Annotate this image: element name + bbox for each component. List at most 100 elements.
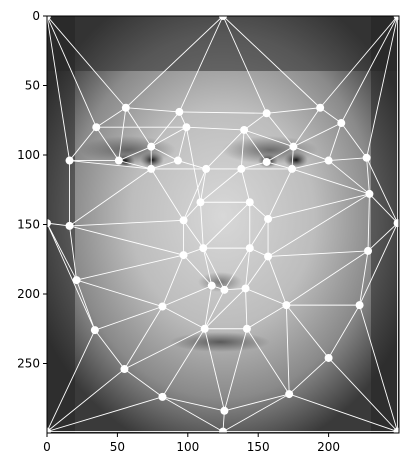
- mesh-edge: [246, 304, 287, 330]
- x-tick-label: 200: [317, 440, 340, 454]
- mesh-edge: [47, 396, 163, 433]
- mesh-edge: [200, 168, 207, 203]
- mesh-edge: [183, 220, 204, 249]
- mesh-edge: [369, 193, 398, 224]
- mesh-edge: [340, 16, 398, 124]
- landmark-point: [121, 103, 130, 112]
- y-tick-label: 250: [17, 357, 40, 371]
- landmark-point: [147, 142, 156, 151]
- mesh-edge: [150, 126, 187, 148]
- mesh-edge: [245, 288, 248, 329]
- landmark-point: [120, 365, 129, 374]
- mesh-edge: [224, 393, 290, 412]
- landmark-point: [65, 221, 74, 230]
- landmark-point: [262, 157, 271, 166]
- mesh-edge: [359, 222, 399, 306]
- landmark-point: [173, 156, 182, 165]
- landmark-point: [179, 216, 188, 225]
- landmark-point: [245, 244, 254, 253]
- landmark-point: [182, 123, 191, 132]
- landmark-point: [324, 156, 333, 165]
- x-tick-label: 150: [247, 440, 270, 454]
- mesh-edge: [328, 122, 342, 161]
- landmark-point: [365, 189, 374, 198]
- mesh-edge: [340, 122, 367, 159]
- mesh-edge: [47, 329, 96, 432]
- mesh-edge: [177, 160, 207, 170]
- mesh-edge: [224, 247, 251, 291]
- mesh-edge: [96, 107, 127, 128]
- mesh-edge: [289, 393, 398, 433]
- mesh-edge: [366, 157, 398, 224]
- mesh-edge: [47, 222, 77, 281]
- mesh-edge: [151, 160, 179, 170]
- mesh-edge: [69, 160, 152, 170]
- mesh-edge: [245, 288, 287, 306]
- landmark-point: [158, 302, 167, 311]
- mesh-edge: [125, 16, 224, 109]
- mesh-edge: [124, 306, 163, 370]
- mesh-edge: [204, 289, 225, 329]
- mesh-edge: [183, 201, 201, 221]
- landmark-point: [393, 427, 402, 436]
- y-axis: 0 50 100 150 200 250: [17, 9, 47, 371]
- landmark-point: [240, 125, 249, 134]
- mesh-edge: [267, 193, 370, 257]
- mesh-edge: [246, 328, 290, 395]
- mesh-edge: [328, 157, 367, 162]
- landmark-point: [316, 103, 325, 112]
- landmark-point: [364, 246, 373, 255]
- landmark-point: [245, 198, 254, 207]
- mesh-edge: [328, 357, 398, 432]
- mesh-edge: [285, 305, 290, 395]
- mesh-edge: [76, 279, 163, 307]
- landmark-point: [262, 109, 271, 118]
- mesh-edge: [118, 160, 152, 170]
- landmark-point: [289, 142, 298, 151]
- mesh-edge: [202, 247, 225, 291]
- mesh-edge: [118, 146, 152, 161]
- mesh-edge: [124, 368, 163, 398]
- mesh-edge: [150, 146, 179, 161]
- landmark-point: [90, 326, 99, 335]
- mesh-edge: [291, 168, 370, 195]
- mesh-edge: [241, 161, 267, 170]
- mesh-edge: [95, 126, 120, 161]
- mesh-edge: [179, 111, 267, 114]
- mesh-edge: [328, 160, 370, 195]
- mesh-edge: [328, 304, 360, 359]
- landmark-point: [287, 164, 296, 173]
- mesh-edge: [162, 396, 224, 433]
- mesh-edge: [200, 168, 242, 203]
- mesh-edge: [266, 107, 321, 114]
- mesh-edge: [94, 306, 163, 331]
- mesh-edge: [366, 157, 370, 194]
- mesh-edge: [47, 16, 70, 161]
- y-tick-label: 200: [17, 287, 40, 301]
- landmark-point: [362, 153, 371, 162]
- landmark-point: [175, 107, 184, 116]
- landmark-point: [241, 284, 250, 293]
- mesh-edge: [366, 16, 399, 158]
- mesh-edge: [243, 112, 267, 131]
- mesh-edge: [178, 16, 224, 113]
- mesh-edge: [267, 168, 293, 220]
- mesh-points: [43, 12, 402, 436]
- landmark-point: [179, 251, 188, 260]
- landmark-point: [337, 119, 346, 128]
- mesh-edge: [76, 254, 184, 281]
- mesh-edge: [222, 16, 268, 114]
- mesh-edge: [223, 328, 248, 411]
- landmark-point: [264, 252, 273, 261]
- y-tick-label: 100: [17, 148, 40, 162]
- mesh-edge: [124, 328, 205, 370]
- landmark-point: [65, 156, 74, 165]
- mesh-edge: [204, 328, 225, 411]
- y-tick-label: 150: [17, 218, 40, 232]
- mesh-edge: [245, 256, 269, 289]
- mesh-edge: [319, 107, 342, 124]
- landmark-point: [324, 353, 333, 362]
- landmark-point: [92, 123, 101, 132]
- mesh-edge: [69, 225, 78, 281]
- mesh-edge: [319, 16, 398, 109]
